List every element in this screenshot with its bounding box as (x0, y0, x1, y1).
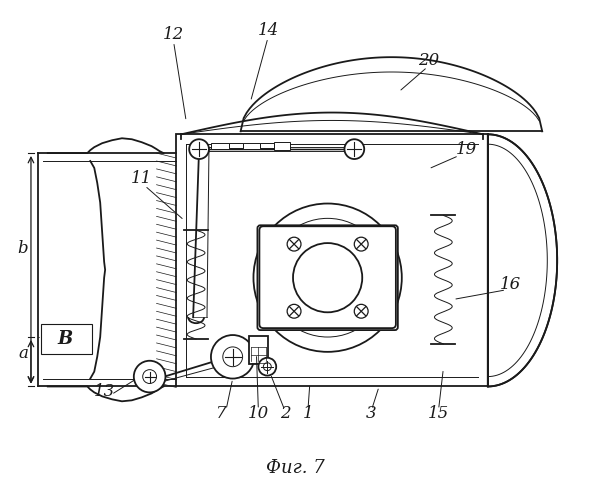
Circle shape (189, 139, 209, 159)
Text: 2: 2 (280, 404, 290, 421)
Text: 14: 14 (258, 22, 279, 39)
Bar (41, 324, 92, 354)
Bar (176, 134, 488, 386)
Circle shape (258, 358, 276, 376)
Circle shape (134, 361, 165, 392)
Text: 16: 16 (500, 276, 521, 293)
Text: 1: 1 (303, 404, 313, 421)
Circle shape (287, 237, 301, 251)
FancyBboxPatch shape (257, 226, 398, 330)
Text: 12: 12 (163, 26, 184, 43)
Circle shape (254, 204, 402, 352)
Text: 3: 3 (366, 404, 376, 421)
Text: 10: 10 (248, 404, 269, 421)
Circle shape (354, 304, 368, 318)
Circle shape (223, 347, 242, 366)
Text: 7: 7 (215, 404, 226, 421)
Text: a: a (18, 346, 28, 362)
Text: 13: 13 (94, 383, 115, 400)
Bar (211, 143, 229, 149)
Bar (274, 142, 290, 150)
Circle shape (293, 243, 362, 312)
Text: Фиг. 7: Фиг. 7 (266, 458, 324, 476)
Circle shape (143, 370, 156, 384)
Polygon shape (488, 134, 557, 386)
FancyBboxPatch shape (260, 226, 396, 328)
Circle shape (354, 237, 368, 251)
Circle shape (345, 139, 364, 159)
Circle shape (211, 335, 254, 378)
Bar (229, 143, 242, 148)
Circle shape (263, 362, 271, 370)
Circle shape (287, 304, 301, 318)
Bar (260, 143, 274, 148)
Text: 11: 11 (131, 170, 152, 188)
Bar (242, 143, 260, 149)
Text: b: b (18, 240, 28, 256)
Text: 20: 20 (418, 52, 439, 68)
Text: 15: 15 (428, 404, 449, 421)
Text: B: B (57, 330, 72, 348)
Bar (248, 336, 268, 363)
Text: 19: 19 (455, 140, 477, 158)
Circle shape (268, 218, 387, 337)
